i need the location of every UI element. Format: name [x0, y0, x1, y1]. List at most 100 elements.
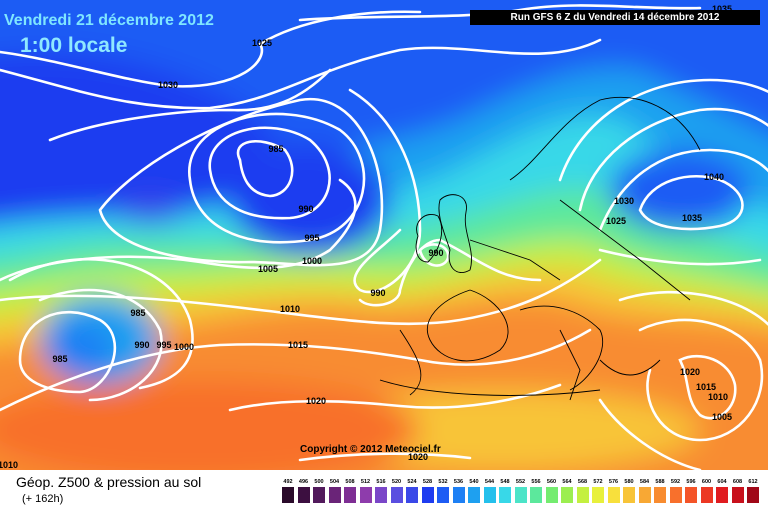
isobar-label: 1025 — [606, 216, 626, 226]
isobar-label: 1005 — [712, 412, 732, 422]
chart-time-title: 1:00 locale — [20, 34, 128, 57]
legend-item: 580 — [623, 477, 635, 509]
isobar-label: 1020 — [306, 396, 326, 406]
isobar-label: 1000 — [174, 342, 194, 352]
legend-item: 504 — [328, 477, 341, 509]
isobar-label: 1000 — [302, 256, 322, 266]
legend-swatch — [390, 487, 403, 503]
legend-item: 596 — [685, 477, 697, 509]
legend-swatch — [437, 487, 449, 503]
isobar-label: 1035 — [682, 213, 702, 223]
isobar-label: 995 — [304, 233, 319, 243]
isobar-label: 985 — [268, 144, 283, 154]
legend-swatch — [344, 487, 356, 503]
isobar-label: 1010 — [280, 304, 300, 314]
legend-swatch — [545, 487, 558, 503]
isobar-label: 985 — [52, 354, 67, 364]
legend-value: 552 — [515, 479, 526, 485]
legend-item: 540 — [468, 477, 480, 509]
legend-swatch — [530, 487, 542, 503]
legend-value: 540 — [469, 479, 479, 485]
legend-item: 600 — [700, 477, 713, 509]
z500-field — [0, 0, 768, 470]
legend-swatch — [468, 487, 480, 503]
isobar-label: 985 — [130, 308, 145, 318]
legend-item: 496 — [297, 477, 310, 509]
legend-swatch — [561, 487, 573, 503]
legend-swatch — [669, 487, 682, 503]
isobar-label: 1030 — [614, 196, 634, 206]
legend-value: 496 — [298, 479, 309, 485]
legend-item: 500 — [313, 477, 325, 509]
legend-value: 580 — [624, 479, 634, 485]
legend-swatch — [282, 487, 294, 503]
legend-value: 548 — [500, 479, 510, 485]
legend-swatch — [421, 487, 434, 503]
isobar-label: 990 — [134, 340, 149, 350]
legend-item: 528 — [421, 477, 434, 509]
isobar-label: 1030 — [158, 80, 178, 90]
legend-value: 524 — [407, 479, 417, 485]
legend-swatch — [406, 487, 418, 503]
lead-time: (+ 162h) — [22, 493, 64, 505]
isobar-label: 990 — [298, 204, 313, 214]
legend-item: 564 — [561, 477, 573, 509]
legend-value: 592 — [670, 479, 681, 485]
legend-item: 584 — [638, 477, 651, 509]
legend-item: 516 — [375, 477, 387, 509]
isobar-label: 1005 — [258, 264, 278, 274]
legend-value: 572 — [593, 479, 603, 485]
legend-item: 568 — [576, 477, 589, 509]
isobar-label: 1025 — [252, 38, 272, 48]
legend-swatch — [452, 487, 465, 503]
legend-value: 536 — [453, 479, 464, 485]
legend-swatch — [638, 487, 651, 503]
legend-swatch — [499, 487, 511, 503]
legend-item: 604 — [716, 477, 728, 509]
legend-swatch — [747, 487, 759, 503]
legend-value: 504 — [329, 479, 340, 485]
isobar-lines — [0, 4, 768, 470]
legend-swatch — [607, 487, 620, 503]
legend-swatch — [375, 487, 387, 503]
legend-item: 560 — [545, 477, 558, 509]
legend-value: 584 — [639, 479, 650, 485]
legend-value: 528 — [422, 479, 433, 485]
isobar-label: 1010 — [0, 460, 18, 470]
legend-value: 600 — [701, 479, 712, 485]
legend-item: 520 — [390, 477, 403, 509]
chart-name: Géop. Z500 & pression au sol — [16, 474, 202, 490]
legend-value: 520 — [391, 479, 402, 485]
isobar-label: 1040 — [704, 172, 724, 182]
legend-value: 492 — [283, 479, 293, 485]
legend-item: 492 — [282, 477, 294, 509]
legend-value: 612 — [748, 479, 758, 485]
legend-item: 572 — [592, 477, 604, 509]
isobar-label-layer: 1025103010359859909951000100599099010101… — [0, 4, 732, 470]
isobar-label: 1020 — [408, 452, 428, 462]
legend-item: 548 — [499, 477, 511, 509]
run-info-banner: Run GFS 6 Z du Vendredi 14 décembre 2012 — [470, 10, 760, 25]
legend-item: 576 — [607, 477, 620, 509]
legend-item: 608 — [731, 477, 744, 509]
legend-value: 596 — [686, 479, 696, 485]
legend-value: 512 — [360, 479, 371, 485]
isobar-label: 1010 — [708, 392, 728, 402]
legend-item: 588 — [654, 477, 666, 509]
copyright-notice: Copyright © 2012 Meteociel.fr — [300, 444, 441, 455]
legend-item: 556 — [530, 477, 542, 509]
isobar-label: 990 — [370, 288, 385, 298]
isobar-label: 1015 — [696, 382, 716, 392]
legend-item: 524 — [406, 477, 418, 509]
legend-swatch — [592, 487, 604, 503]
legend-item: 532 — [437, 477, 449, 509]
legend-value: 604 — [717, 479, 727, 485]
legend-item: 536 — [452, 477, 465, 509]
coastlines — [379, 97, 701, 401]
legend-swatch — [731, 487, 744, 503]
isobar-label: 995 — [156, 340, 171, 350]
legend-value: 564 — [562, 479, 572, 485]
legend-swatch — [685, 487, 697, 503]
legend-value: 568 — [577, 479, 588, 485]
